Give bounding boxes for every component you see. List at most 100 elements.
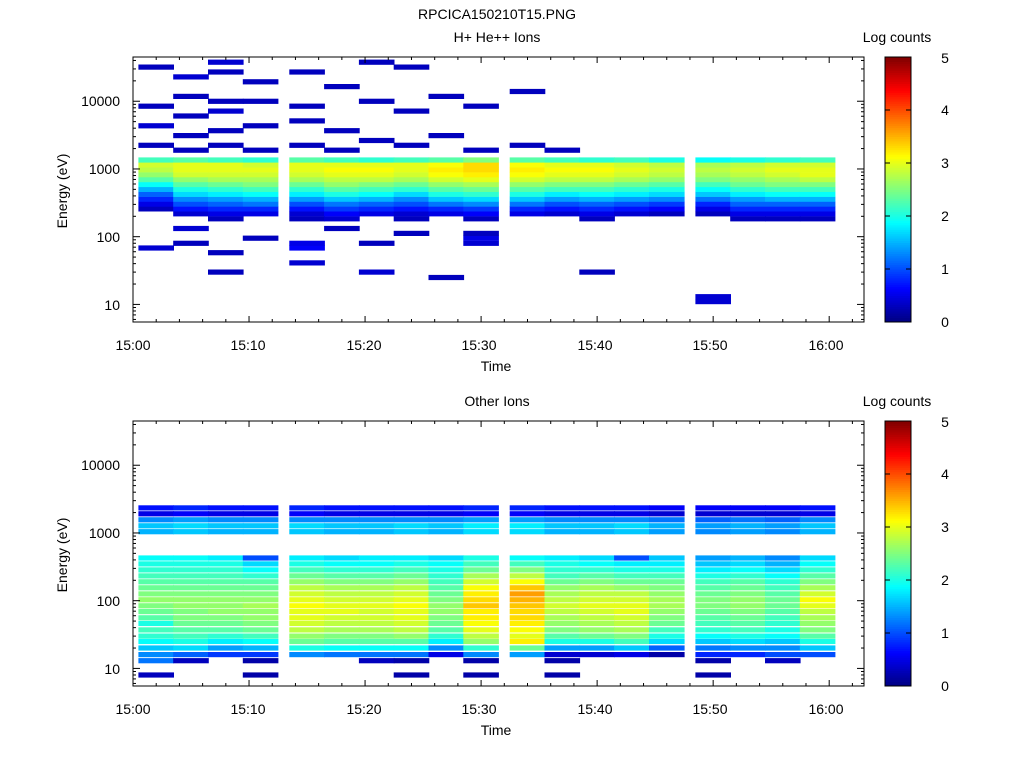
heatmap-cell (208, 201, 244, 207)
heatmap-cell (358, 573, 395, 579)
colorbar-segment (885, 482, 911, 486)
colorbar-segment (885, 586, 911, 590)
heatmap-cell (579, 191, 615, 197)
heatmap-cell (324, 157, 360, 163)
colorbar-segment (885, 280, 911, 283)
heatmap-cell (289, 523, 325, 529)
heatmap-cell (173, 597, 209, 603)
heatmap-cell (173, 523, 209, 529)
heatmap-cell (324, 517, 360, 523)
heatmap-cell (614, 638, 650, 645)
heatmap-cell (509, 573, 546, 579)
heatmap-cell (579, 652, 615, 658)
heatmap-cell (799, 523, 836, 529)
heatmap-cell (289, 206, 325, 212)
colorbar-segment (885, 79, 911, 82)
heatmap-cell (649, 177, 685, 183)
heatmap-cell (730, 196, 766, 202)
colorbar-segment (885, 491, 911, 495)
heatmap-cell (614, 211, 650, 217)
heatmap-cell (463, 211, 499, 217)
heatmap-cell (463, 162, 499, 168)
heatmap-cell (765, 652, 801, 658)
colorbar-segment (885, 628, 911, 632)
heatmap-cell (242, 157, 279, 163)
heatmap-cell (208, 505, 244, 511)
heatmap-cell (695, 523, 731, 529)
heatmap-cell (138, 591, 174, 597)
colorbar-segment (885, 286, 911, 290)
heatmap-cell (138, 638, 174, 645)
heatmap-cell (208, 652, 244, 658)
heatmap-cell (324, 633, 360, 639)
colorbar-segment (885, 478, 911, 482)
heatmap-cell (799, 172, 836, 178)
colorbar-segment (885, 288, 911, 292)
heatmap-cell (208, 627, 244, 633)
colorbar-segment (885, 121, 911, 124)
heatmap-cell (242, 529, 279, 535)
heatmap-cell (579, 597, 615, 603)
heatmap-cell (324, 181, 360, 188)
colorbar-title: Log counts (863, 29, 932, 45)
colorbar-segment (885, 571, 911, 574)
heatmap-cell (544, 162, 581, 168)
heatmap-cell (289, 597, 325, 603)
heatmap-cell (173, 191, 209, 197)
heatmap-cell (765, 216, 801, 222)
heatmap-cell (358, 609, 395, 615)
heatmap-cell (358, 603, 395, 609)
colorbar-segment (885, 310, 911, 314)
heatmap-cell (544, 196, 581, 202)
heatmap-cell (393, 196, 430, 202)
heatmap-cell (695, 555, 731, 561)
colorbar-segment (885, 529, 911, 532)
heatmap-cell (765, 517, 801, 523)
heatmap-cell (138, 177, 174, 183)
colorbar-segment (885, 257, 911, 261)
heatmap-cell (358, 211, 395, 217)
y-tick-label: 100 (97, 593, 121, 609)
heatmap-cell (544, 567, 581, 573)
heatmap-cell (393, 609, 430, 615)
heatmap-cell (695, 633, 731, 639)
heatmap-cell (765, 567, 801, 573)
heatmap-cell (138, 142, 174, 148)
heatmap-cell (358, 167, 395, 173)
heatmap-cell (208, 196, 244, 202)
heatmap-cell (324, 162, 360, 168)
heatmap-cell (173, 225, 209, 232)
colorbar-segment (885, 105, 911, 109)
heatmap-cell (695, 603, 731, 609)
plot-frame (132, 420, 865, 687)
heatmap-cell (579, 567, 615, 573)
heatmap-cell (509, 561, 546, 567)
heatmap-cell (614, 529, 650, 535)
colorbar-segment (885, 672, 911, 676)
heatmap-cell (138, 633, 174, 639)
heatmap-cell (242, 206, 279, 212)
colorbar-segment (885, 154, 911, 157)
heatmap-cell (649, 206, 685, 212)
heatmap-cell (509, 529, 546, 535)
heatmap-cell (765, 658, 801, 664)
heatmap-cell (463, 573, 499, 579)
heatmap-cell (173, 529, 209, 535)
colorbar-segment (885, 621, 911, 625)
colorbar-segment (885, 518, 911, 521)
heatmap-cell (544, 206, 581, 212)
heatmap-cell (208, 517, 244, 523)
heatmap-cells (138, 59, 836, 305)
heatmap-cell (614, 597, 650, 603)
colorbar-segment (885, 584, 911, 588)
colorbar-segment (885, 644, 911, 647)
heatmap-cell (242, 211, 279, 217)
heatmap-cell (730, 206, 766, 212)
colorbar-segment (885, 608, 911, 612)
heatmap-cell (614, 206, 650, 212)
heatmap-cell (799, 157, 836, 163)
heatmap-cell (324, 201, 360, 207)
heatmap-cell (138, 157, 174, 163)
heatmap-cell (242, 597, 279, 603)
heatmap-cell (358, 177, 395, 183)
